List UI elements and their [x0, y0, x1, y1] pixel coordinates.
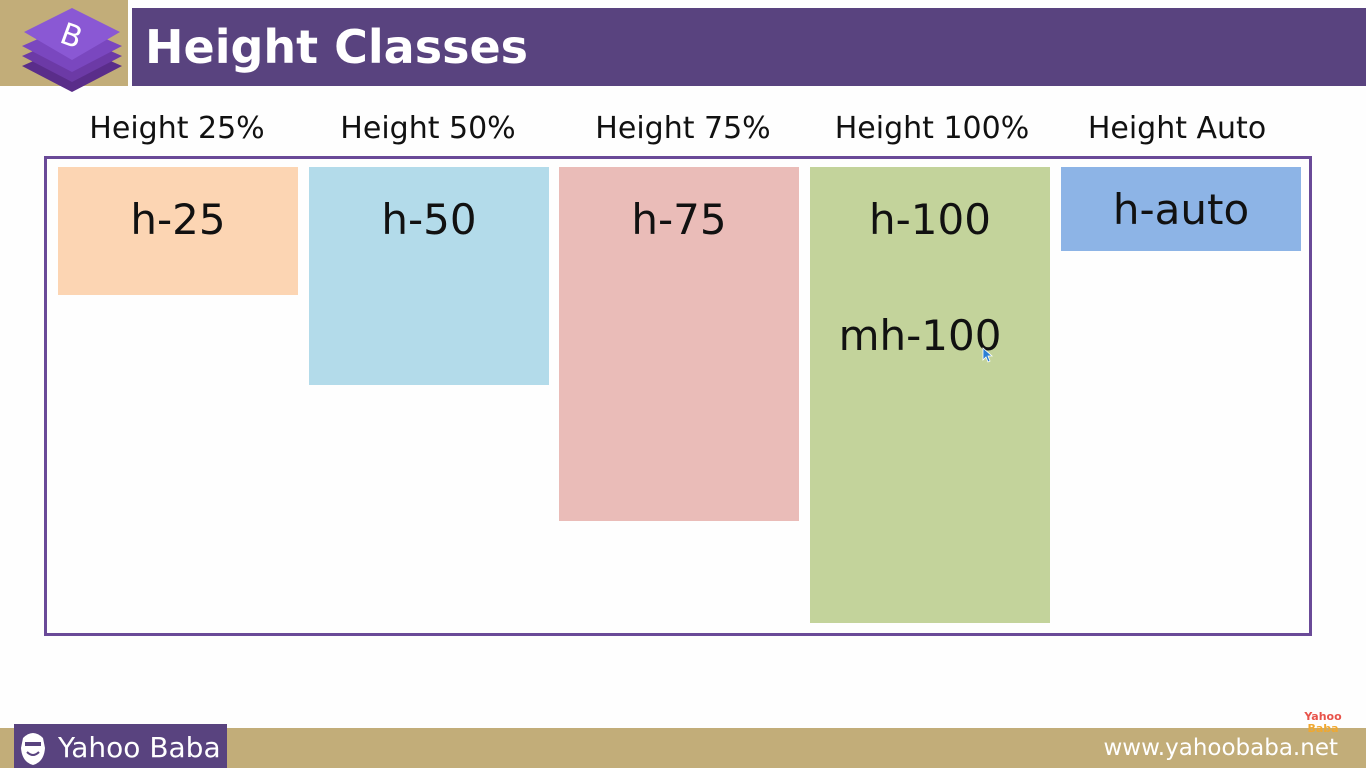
- mouse-pointer-icon: [982, 347, 994, 363]
- footer-bar: [0, 728, 1366, 768]
- box-h-100-label: h-100: [869, 195, 991, 244]
- box-h-25-label: h-25: [130, 195, 226, 244]
- column-label-100: Height 100%: [834, 111, 1030, 146]
- column-label-auto: Height Auto: [1087, 111, 1267, 146]
- brand-name: Yahoo Baba: [58, 731, 221, 764]
- brand-badge: [14, 724, 227, 768]
- box-h-25: h-25: [58, 167, 298, 295]
- watermark-line-2: Baba: [1307, 722, 1339, 735]
- website-url: www.yahoobaba.net: [1103, 735, 1338, 761]
- page-title: Height Classes: [145, 20, 529, 74]
- box-h-75-label: h-75: [631, 195, 727, 244]
- bootstrap-logo-icon: B: [22, 8, 122, 92]
- box-h-50-label: h-50: [381, 195, 477, 244]
- box-h-50: h-50: [309, 167, 549, 385]
- header-bar: [132, 8, 1366, 86]
- box-h-100: h-100 mh-100: [810, 167, 1050, 623]
- box-h-auto-label: h-auto: [1112, 185, 1250, 234]
- box-mh-100-label: mh-100: [838, 311, 1002, 360]
- watermark-line-1: Yahoo: [1304, 710, 1342, 723]
- column-label-25: Height 25%: [89, 111, 265, 146]
- yahoo-baba-face-icon: [21, 733, 45, 765]
- watermark-logo: Yahoo Baba: [1302, 711, 1344, 735]
- box-h-auto: h-auto: [1061, 167, 1301, 251]
- column-label-50: Height 50%: [340, 111, 516, 146]
- parent-container: h-25 h-50 h-75 h-100 mh-100 h-auto: [44, 156, 1312, 636]
- box-h-75: h-75: [559, 167, 799, 521]
- column-label-75: Height 75%: [595, 111, 771, 146]
